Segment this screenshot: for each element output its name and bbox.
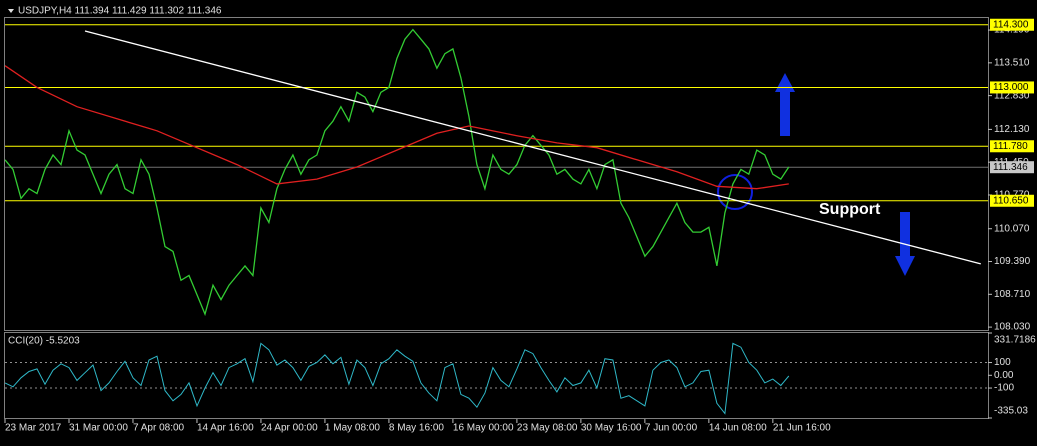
x-tick-label: 23 May 08:00 [517, 423, 578, 434]
x-tick-label: 14 Jun 08:00 [709, 423, 767, 434]
arrow-shaft [900, 212, 910, 258]
level-label: 113.000 [993, 82, 1029, 93]
x-tick-label: 7 Apr 08:00 [133, 423, 185, 434]
y-tick-label: 112.130 [994, 124, 1030, 135]
x-tick-label: 1 May 08:00 [325, 423, 380, 434]
x-tick-label: 16 May 00:00 [453, 423, 514, 434]
last-price-box [990, 161, 1034, 174]
y-tick-label: 110.070 [994, 223, 1030, 234]
x-tick-label: 8 May 16:00 [389, 423, 444, 434]
x-tick-label: 31 Mar 00:00 [69, 423, 128, 434]
menu-marker [8, 9, 14, 13]
y-tick-label: -100 [994, 383, 1014, 394]
series-line [84, 30, 981, 265]
x-tick-label: 21 Jun 16:00 [773, 423, 831, 434]
level-label: 111.780 [993, 141, 1028, 152]
main-plot [5, 28, 981, 317]
y-tick-label: 113.510 [994, 57, 1030, 68]
y-tick-label: 0.00 [994, 370, 1014, 381]
main-panel-frame [4, 17, 989, 331]
down-arrow [895, 212, 915, 276]
y-tick-label: -335.03 [994, 406, 1028, 417]
level-label-box [990, 18, 1034, 31]
y-tick-label: 112.830 [994, 90, 1030, 101]
series-line [5, 28, 790, 317]
last-price-label: 111.346 [993, 162, 1028, 173]
level-label-box [990, 81, 1034, 94]
x-tick-label: 24 Apr 00:00 [261, 423, 318, 434]
y-tick-label: 100 [994, 357, 1011, 368]
level-label-box [990, 140, 1034, 153]
arrow-head [895, 256, 915, 276]
series-line [5, 65, 789, 190]
y-tick-label: 108.710 [994, 289, 1031, 300]
x-tick-label: 23 Mar 2017 [5, 423, 62, 434]
level-label-box [990, 194, 1034, 207]
level-label: 110.650 [993, 195, 1029, 206]
y-tick-label: 108.030 [994, 322, 1031, 333]
x-tick-label: 14 Apr 16:00 [197, 423, 254, 434]
cci-title: CCI(20) -5.5203 [8, 336, 80, 347]
x-tick-label: 30 May 16:00 [581, 423, 642, 434]
annotation: Support [819, 201, 881, 218]
cci-line [4, 342, 790, 415]
x-tick-label: 7 Jun 00:00 [645, 423, 698, 434]
highlight-circle [717, 174, 753, 210]
chart-title: USDJPY,H4 111.394 111.429 111.302 111.34… [18, 6, 222, 17]
y-tick-label: 331.7186 [994, 335, 1036, 346]
arrow-shaft [780, 90, 790, 136]
level-label: 114.300 [993, 19, 1029, 30]
y-tick-label: 109.390 [994, 256, 1031, 267]
